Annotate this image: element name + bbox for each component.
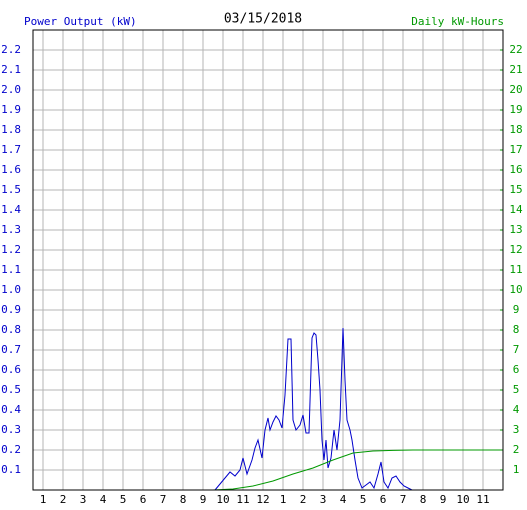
y2-tick-label: 21 <box>509 63 522 76</box>
x-tick-label: 4 <box>340 493 347 506</box>
series-line <box>214 327 413 491</box>
y-tick-label: 1.2 <box>1 243 21 256</box>
x-tick-label: 5 <box>120 493 127 506</box>
x-tick-label: 10 <box>216 493 229 506</box>
y2-tick-label: 19 <box>509 103 522 116</box>
y2-tick-label: 16 <box>509 163 522 176</box>
y-tick-label: 0.9 <box>1 303 21 316</box>
x-tick-label: 7 <box>160 493 167 506</box>
y2-tick-label: 22 <box>509 43 522 56</box>
x-tick-label: 4 <box>100 493 107 506</box>
y-tick-label: 2.2 <box>1 43 21 56</box>
y2-tick-label: 13 <box>509 223 522 236</box>
y2-tick-label: 20 <box>509 83 522 96</box>
y-tick-label: 2.0 <box>1 83 21 96</box>
y2-axis-label: Daily kW-Hours <box>411 15 504 28</box>
y2-tick-label: 9 <box>513 303 520 316</box>
y-tick-label: 0.1 <box>1 463 21 476</box>
y2-tick-label: 18 <box>509 123 522 136</box>
y2-tick-label: 11 <box>509 263 522 276</box>
grid <box>33 30 503 490</box>
y2-tick-label: 1 <box>513 463 520 476</box>
x-tick-label: 2 <box>60 493 67 506</box>
x-tick-label: 11 <box>476 493 489 506</box>
x-tick-label: 1 <box>40 493 47 506</box>
y-tick-label: 1.1 <box>1 263 21 276</box>
chart-title: 03/15/2018 <box>224 12 302 27</box>
series-line <box>212 449 501 491</box>
x-tick-label: 6 <box>140 493 147 506</box>
y2-tick-label: 15 <box>509 183 522 196</box>
x-tick-label: 9 <box>440 493 447 506</box>
y-tick-label: 0.2 <box>1 443 21 456</box>
y-tick-label: 0.6 <box>1 363 21 376</box>
y-tick-label: 0.4 <box>1 403 21 416</box>
y-tick-label: 1.3 <box>1 223 21 236</box>
x-tick-label: 3 <box>80 493 87 506</box>
y-tick-label: 1.5 <box>1 183 21 196</box>
y2-tick-label: 5 <box>513 383 520 396</box>
x-tick-label: 10 <box>456 493 469 506</box>
x-tick-label: 9 <box>200 493 207 506</box>
x-tick-label: 8 <box>420 493 427 506</box>
x-tick-label: 7 <box>400 493 407 506</box>
y2-tick-label: 12 <box>509 243 522 256</box>
x-tick-label: 6 <box>380 493 387 506</box>
y-tick-label: 0.3 <box>1 423 21 436</box>
y2-tick-label: 3 <box>513 423 520 436</box>
x-tick-label: 2 <box>300 493 307 506</box>
y-tick-label: 1.8 <box>1 123 21 136</box>
y-tick-label: 0.7 <box>1 343 21 356</box>
x-tick-label: 5 <box>360 493 367 506</box>
y-tick-label: 0.8 <box>1 323 21 336</box>
x-tick-label: 1 <box>280 493 287 506</box>
y-tick-label: 2.1 <box>1 63 21 76</box>
x-tick-label: 12 <box>256 493 269 506</box>
plot <box>212 327 501 491</box>
y-tick-label: 1.9 <box>1 103 21 116</box>
plot-border <box>32 29 504 491</box>
y2-tick-label: 17 <box>509 143 522 156</box>
x-tick-label: 3 <box>320 493 327 506</box>
y2-tick-label: 4 <box>513 403 520 416</box>
y2-tick-label: 6 <box>513 363 520 376</box>
y-tick-label: 1.7 <box>1 143 21 156</box>
y2-tick-label: 2 <box>513 443 520 456</box>
y2-tick-label: 8 <box>513 323 520 336</box>
y-axis-label: Power Output (kW) <box>24 15 137 28</box>
y2-tick-label: 10 <box>509 283 522 296</box>
x-tick-label: 11 <box>236 493 249 506</box>
x-tick-label: 8 <box>180 493 187 506</box>
y-tick-label: 1.4 <box>1 203 21 216</box>
y2-tick-label: 14 <box>509 203 523 216</box>
y2-tick-label: 7 <box>513 343 520 356</box>
y-tick-label: 0.5 <box>1 383 21 396</box>
y-tick-label: 1.6 <box>1 163 21 176</box>
y-tick-label: 1.0 <box>1 283 21 296</box>
